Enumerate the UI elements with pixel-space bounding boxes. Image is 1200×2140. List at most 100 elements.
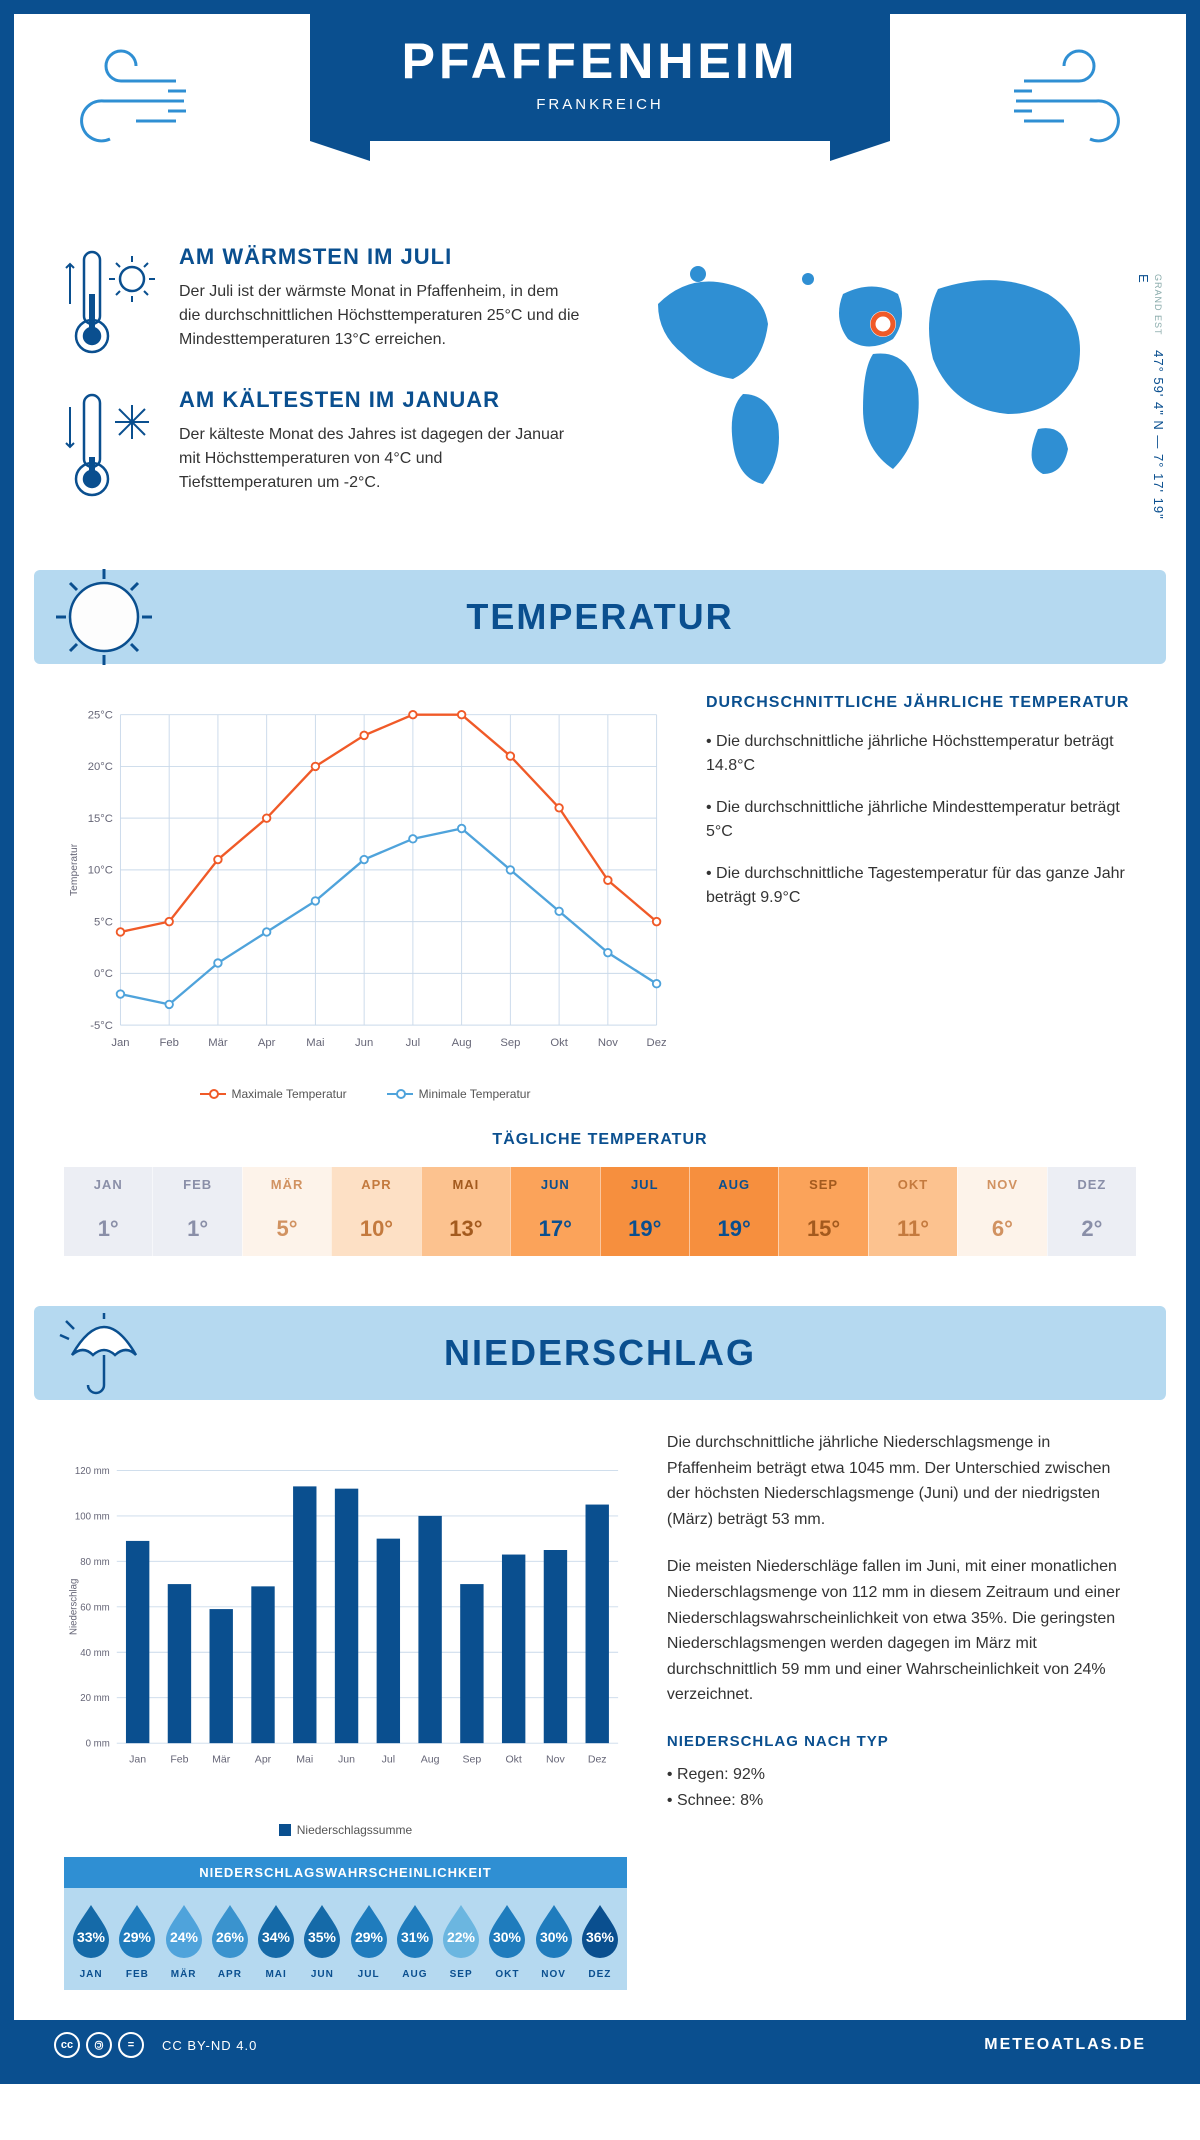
precip-drop: 36%DEZ: [577, 1902, 623, 1980]
svg-text:36%: 36%: [586, 1929, 615, 1945]
umbrella-icon: [54, 1303, 154, 1403]
svg-text:20°C: 20°C: [88, 761, 113, 773]
svg-text:Mär: Mär: [208, 1037, 228, 1049]
precip-drop: 29%FEB: [114, 1902, 160, 1980]
svg-text:31%: 31%: [401, 1929, 430, 1945]
license-icons: cc🄯= CC BY-ND 4.0: [54, 2032, 257, 2058]
svg-text:22%: 22%: [447, 1929, 476, 1945]
temp-legend: Maximale Temperatur Minimale Temperatur: [64, 1087, 666, 1101]
temp-cell: OKT11°: [868, 1167, 957, 1256]
svg-text:Niederschlag: Niederschlag: [68, 1579, 79, 1635]
sun-icon: [54, 567, 154, 667]
svg-text:Okt: Okt: [550, 1037, 568, 1049]
footer-brand: METEOATLAS.DE: [984, 2036, 1146, 2054]
svg-text:100 mm: 100 mm: [75, 1511, 110, 1522]
temperature-chart: -5°C0°C5°C10°C15°C20°C25°CJanFebMärAprMa…: [64, 694, 666, 1101]
temp-cell: JUL19°: [600, 1167, 689, 1256]
svg-text:0°C: 0°C: [94, 968, 113, 980]
svg-text:Jun: Jun: [355, 1037, 373, 1049]
daily-temp-table: JAN1°FEB1°MÄR5°APR10°MAI13°JUN17°JUL19°A…: [64, 1167, 1136, 1256]
temp-notes: DURCHSCHNITTLICHE JÄHRLICHE TEMPERATUR •…: [706, 694, 1136, 1101]
header: PFAFFENHEIM FRANKREICH: [14, 14, 1186, 214]
svg-text:24%: 24%: [170, 1929, 199, 1945]
svg-text:Feb: Feb: [159, 1037, 178, 1049]
svg-text:Feb: Feb: [170, 1753, 188, 1765]
temp-cell: FEB1°: [152, 1167, 241, 1256]
svg-text:-5°C: -5°C: [90, 1020, 113, 1032]
wind-icon: [46, 46, 186, 156]
precip-drop: 30%OKT: [484, 1902, 530, 1980]
svg-text:120 mm: 120 mm: [75, 1466, 110, 1477]
temp-cell: NOV6°: [957, 1167, 1046, 1256]
precipitation-chart: 0 mm20 mm40 mm60 mm80 mm100 mm120 mmJanF…: [64, 1430, 627, 1990]
daily-temp-title: TÄGLICHE TEMPERATUR: [14, 1131, 1186, 1149]
precip-drop: 22%SEP: [438, 1902, 484, 1980]
svg-text:Mär: Mär: [212, 1753, 231, 1765]
svg-text:30%: 30%: [540, 1929, 569, 1945]
temp-cell: JUN17°: [510, 1167, 599, 1256]
precip-section-banner: NIEDERSCHLAG: [34, 1306, 1166, 1400]
svg-text:10°C: 10°C: [88, 865, 113, 877]
svg-text:Jul: Jul: [406, 1037, 420, 1049]
temp-cell: AUG19°: [689, 1167, 778, 1256]
svg-text:Okt: Okt: [505, 1753, 521, 1765]
svg-text:Mai: Mai: [296, 1753, 313, 1765]
svg-text:Temperatur: Temperatur: [69, 843, 80, 896]
temp-cell: APR10°: [331, 1167, 420, 1256]
page-title: PFAFFENHEIM: [310, 32, 890, 90]
svg-text:34%: 34%: [262, 1929, 291, 1945]
warmest-text: Der Juli ist der wärmste Monat in Pfaffe…: [179, 280, 580, 352]
page-subtitle: FRANKREICH: [310, 96, 890, 113]
precip-drop: 35%JUN: [299, 1902, 345, 1980]
temp-cell: JAN1°: [64, 1167, 152, 1256]
svg-text:40 mm: 40 mm: [80, 1648, 110, 1659]
svg-text:Sep: Sep: [500, 1037, 520, 1049]
svg-text:Nov: Nov: [546, 1753, 565, 1765]
precip-drop: 26%APR: [207, 1902, 253, 1980]
svg-text:Jan: Jan: [111, 1037, 129, 1049]
svg-text:30%: 30%: [493, 1929, 522, 1945]
precip-prob-title: NIEDERSCHLAGSWAHRSCHEINLICHKEIT: [64, 1857, 627, 1888]
coldest-title: AM KÄLTESTEN IM JANUAR: [179, 387, 580, 413]
temp-cell: MÄR5°: [242, 1167, 331, 1256]
svg-text:60 mm: 60 mm: [80, 1602, 110, 1613]
precip-text: Die durchschnittliche jährliche Niedersc…: [667, 1430, 1136, 1990]
svg-text:Jul: Jul: [382, 1753, 395, 1765]
intro-section: AM WÄRMSTEN IM JULI Der Juli ist der wär…: [14, 214, 1186, 570]
coordinates: GRAND EST 47° 59' 4" N — 7° 17' 19" E: [1136, 274, 1166, 530]
svg-text:Dez: Dez: [647, 1037, 666, 1049]
svg-text:Jan: Jan: [129, 1753, 146, 1765]
svg-text:Sep: Sep: [462, 1753, 481, 1765]
footer: cc🄯= CC BY-ND 4.0 METEOATLAS.DE: [14, 2020, 1186, 2070]
svg-text:Aug: Aug: [421, 1753, 440, 1765]
precip-drop: 34%MAI: [253, 1902, 299, 1980]
svg-text:0 mm: 0 mm: [86, 1739, 110, 1750]
wind-icon: [1014, 46, 1154, 156]
svg-text:33%: 33%: [77, 1929, 106, 1945]
svg-text:Aug: Aug: [452, 1037, 472, 1049]
precip-prob-drops: 33%JAN29%FEB24%MÄR26%APR34%MAI35%JUN29%J…: [64, 1888, 627, 1990]
svg-text:Mai: Mai: [306, 1037, 324, 1049]
svg-text:29%: 29%: [123, 1929, 152, 1945]
svg-text:Dez: Dez: [588, 1753, 607, 1765]
title-banner: PFAFFENHEIM FRANKREICH: [310, 14, 890, 141]
world-map-icon: [620, 244, 1136, 504]
precip-drop: 33%JAN: [68, 1902, 114, 1980]
thermometer-cold-icon: [64, 387, 159, 502]
svg-text:35%: 35%: [308, 1929, 337, 1945]
coldest-block: AM KÄLTESTEN IM JANUAR Der kälteste Mona…: [64, 387, 580, 502]
temp-section-banner: TEMPERATUR: [34, 570, 1166, 664]
svg-text:26%: 26%: [216, 1929, 245, 1945]
precip-drop: 24%MÄR: [161, 1902, 207, 1980]
svg-text:80 mm: 80 mm: [80, 1557, 110, 1568]
svg-text:Jun: Jun: [338, 1753, 355, 1765]
thermometer-hot-icon: [64, 244, 159, 359]
precip-drop: 31%AUG: [392, 1902, 438, 1980]
warmest-title: AM WÄRMSTEN IM JULI: [179, 244, 580, 270]
temp-cell: SEP15°: [778, 1167, 867, 1256]
svg-text:Apr: Apr: [258, 1037, 276, 1049]
svg-text:25°C: 25°C: [88, 709, 113, 721]
precip-drop: 29%JUL: [346, 1902, 392, 1980]
svg-text:Apr: Apr: [255, 1753, 272, 1765]
svg-text:5°C: 5°C: [94, 916, 113, 928]
